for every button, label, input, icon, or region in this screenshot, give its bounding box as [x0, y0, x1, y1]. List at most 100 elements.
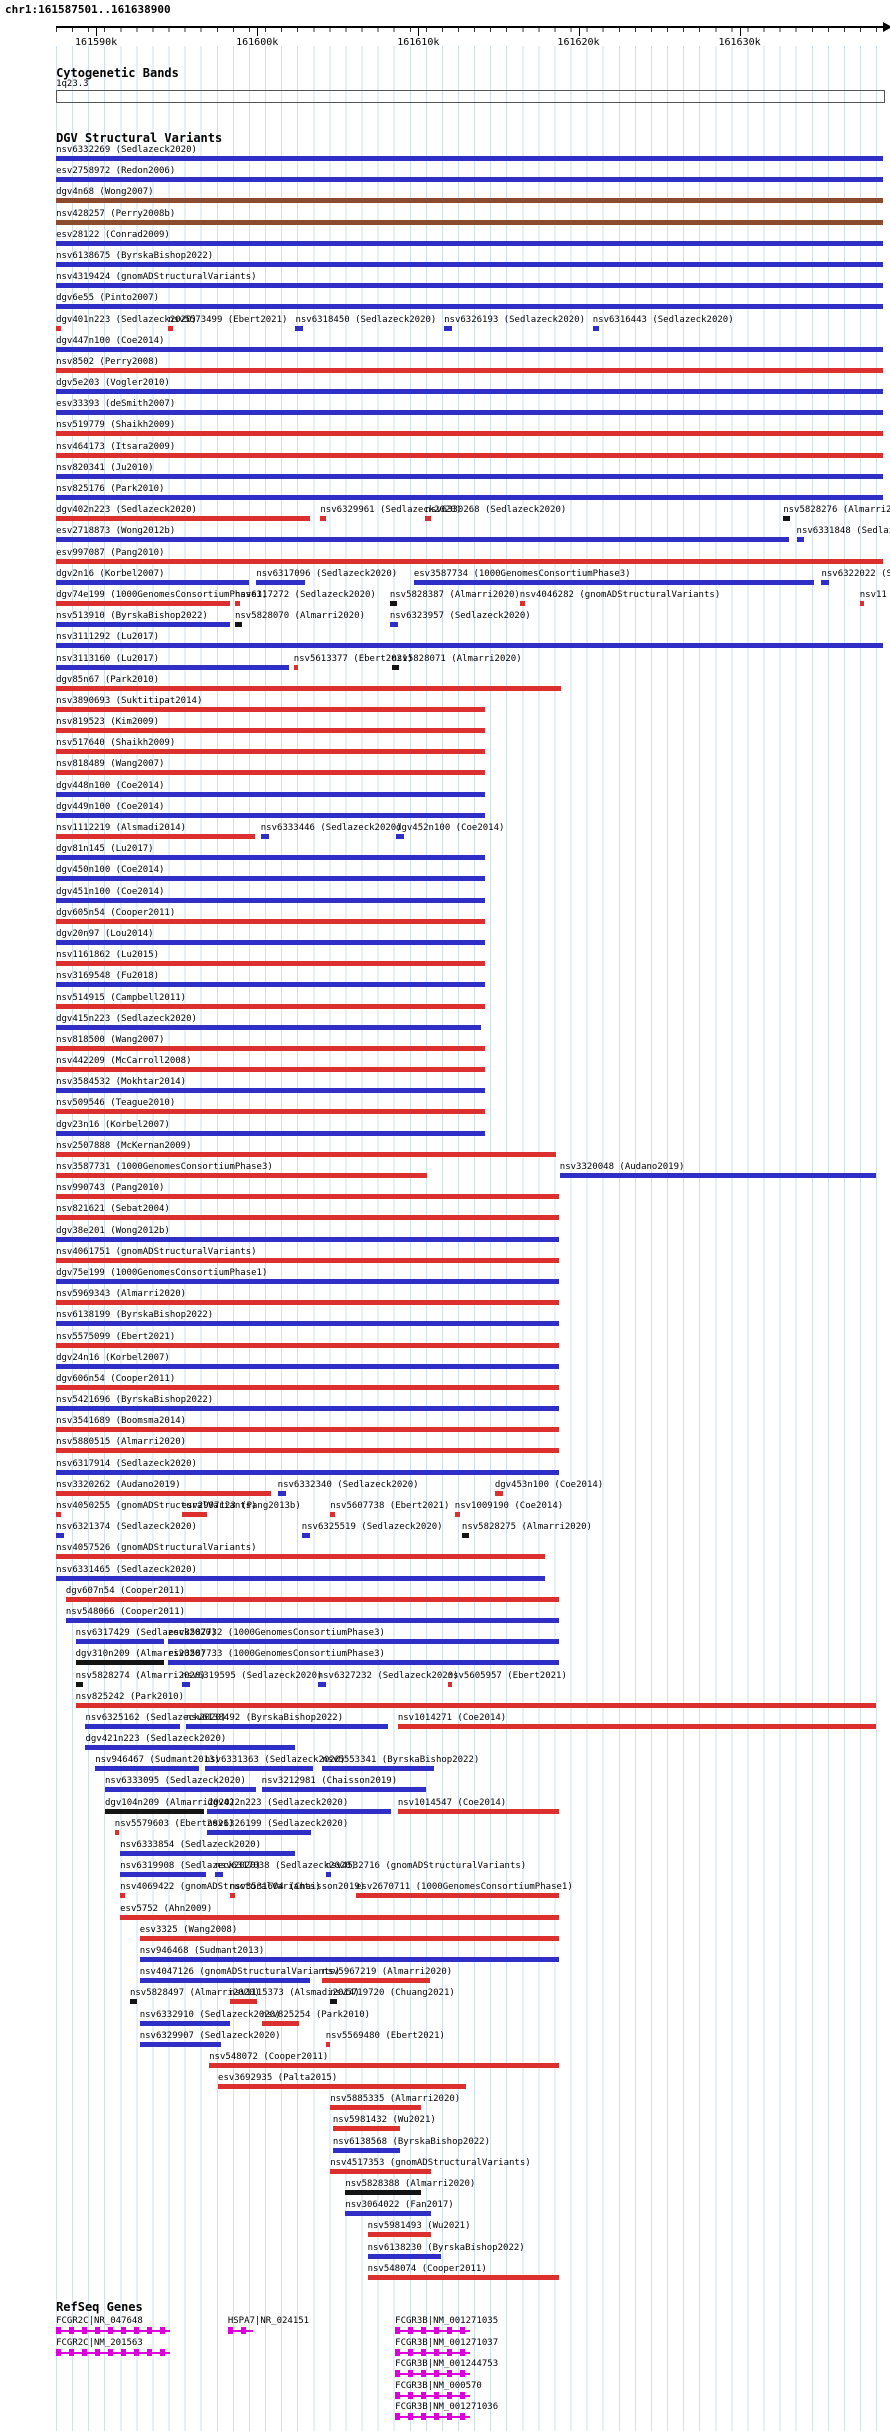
- variant-bar[interactable]: [332, 2126, 401, 2132]
- variant-bar[interactable]: [277, 1490, 286, 1496]
- variant-bar[interactable]: [56, 558, 883, 564]
- variant-bar[interactable]: [105, 1787, 257, 1793]
- variant-bar[interactable]: [139, 1935, 559, 1941]
- variant-bar[interactable]: [330, 1512, 335, 1517]
- variant-bar[interactable]: [129, 1999, 138, 2005]
- variant-bar[interactable]: [56, 1342, 559, 1348]
- variant-bar[interactable]: [56, 1384, 559, 1390]
- variant-bar[interactable]: [65, 1596, 559, 1602]
- variant-bar[interactable]: [796, 537, 804, 543]
- variant-bar[interactable]: [444, 325, 453, 331]
- variant-bar[interactable]: [181, 1512, 208, 1517]
- variant-bar[interactable]: [56, 1278, 559, 1284]
- variant-bar[interactable]: [85, 1745, 295, 1751]
- variant-bar[interactable]: [261, 2020, 300, 2026]
- variant-bar[interactable]: [425, 516, 431, 522]
- variant-bar[interactable]: [256, 579, 306, 585]
- variant-bar[interactable]: [56, 961, 486, 967]
- variant-bar[interactable]: [56, 1173, 428, 1178]
- variant-bar[interactable]: [592, 325, 599, 331]
- variant-bar[interactable]: [56, 367, 883, 373]
- variant-bar[interactable]: [56, 1257, 559, 1263]
- variant-bar[interactable]: [56, 1130, 486, 1136]
- variant-bar[interactable]: [56, 1363, 559, 1369]
- variant-bar[interactable]: [389, 600, 397, 606]
- variant-bar[interactable]: [56, 600, 230, 606]
- variant-bar[interactable]: [56, 495, 883, 500]
- variant-bar[interactable]: [56, 685, 561, 691]
- variant-bar[interactable]: [56, 1045, 486, 1051]
- variant-bar[interactable]: [207, 1808, 391, 1814]
- variant-bar[interactable]: [56, 706, 486, 712]
- variant-bar[interactable]: [56, 516, 310, 522]
- variant-bar[interactable]: [56, 240, 883, 246]
- variant-bar[interactable]: [120, 1893, 126, 1899]
- gene-glyph[interactable]: [395, 2348, 470, 2356]
- variant-bar[interactable]: [234, 600, 241, 606]
- variant-bar[interactable]: [322, 1766, 435, 1772]
- cytoband-glyph[interactable]: [56, 90, 885, 103]
- variant-bar[interactable]: [75, 1681, 83, 1687]
- variant-bar[interactable]: [295, 325, 304, 331]
- variant-bar[interactable]: [56, 410, 883, 416]
- variant-bar[interactable]: [56, 897, 486, 903]
- variant-bar[interactable]: [56, 579, 250, 585]
- variant-bar[interactable]: [330, 1999, 338, 2005]
- variant-bar[interactable]: [229, 1893, 235, 1899]
- gene-glyph[interactable]: [395, 2370, 470, 2377]
- variant-bar[interactable]: [218, 2084, 467, 2090]
- variant-bar[interactable]: [207, 1829, 311, 1835]
- variant-bar[interactable]: [447, 1681, 453, 1687]
- variant-bar[interactable]: [56, 1575, 545, 1581]
- variant-bar[interactable]: [168, 325, 173, 331]
- variant-bar[interactable]: [519, 600, 526, 606]
- variant-bar[interactable]: [859, 600, 865, 606]
- gene-glyph[interactable]: [56, 2327, 170, 2334]
- variant-bar[interactable]: [56, 198, 883, 204]
- variant-bar[interactable]: [204, 1766, 314, 1772]
- variant-bar[interactable]: [139, 2041, 221, 2047]
- variant-bar[interactable]: [397, 1808, 559, 1814]
- variant-bar[interactable]: [56, 749, 486, 755]
- variant-bar[interactable]: [821, 579, 829, 585]
- variant-bar[interactable]: [56, 156, 883, 161]
- variant-bar[interactable]: [56, 1554, 545, 1560]
- variant-bar[interactable]: [56, 389, 883, 395]
- variant-bar[interactable]: [345, 2190, 421, 2195]
- variant-bar[interactable]: [139, 2020, 231, 2026]
- variant-bar[interactable]: [56, 1469, 559, 1475]
- variant-bar[interactable]: [56, 812, 486, 818]
- variant-bar[interactable]: [56, 982, 486, 988]
- variant-bar[interactable]: [56, 1427, 559, 1433]
- variant-bar[interactable]: [56, 1151, 557, 1157]
- variant-bar[interactable]: [494, 1490, 503, 1496]
- variant-bar[interactable]: [56, 622, 230, 628]
- variant-bar[interactable]: [168, 1639, 559, 1645]
- variant-bar[interactable]: [454, 1512, 461, 1517]
- variant-bar[interactable]: [332, 2147, 401, 2153]
- variant-bar[interactable]: [139, 1956, 559, 1962]
- variant-bar[interactable]: [261, 1787, 427, 1793]
- variant-bar[interactable]: [397, 1723, 876, 1729]
- variant-bar[interactable]: [65, 1617, 559, 1623]
- variant-bar[interactable]: [56, 431, 883, 437]
- variant-bar[interactable]: [114, 1829, 120, 1835]
- variant-bar[interactable]: [317, 1681, 326, 1687]
- variant-bar[interactable]: [75, 1639, 164, 1645]
- variant-bar[interactable]: [325, 1872, 332, 1878]
- gene-glyph[interactable]: [56, 2348, 170, 2356]
- variant-bar[interactable]: [234, 622, 243, 628]
- variant-bar[interactable]: [56, 770, 486, 776]
- variant-bar[interactable]: [56, 1236, 559, 1242]
- variant-bar[interactable]: [56, 834, 255, 839]
- variant-bar[interactable]: [56, 304, 883, 310]
- variant-bar[interactable]: [56, 452, 883, 458]
- variant-bar[interactable]: [389, 622, 398, 628]
- variant-bar[interactable]: [293, 664, 299, 670]
- variant-bar[interactable]: [56, 1088, 486, 1094]
- variant-bar[interactable]: [75, 1660, 164, 1666]
- variant-bar[interactable]: [56, 283, 883, 289]
- variant-bar[interactable]: [56, 473, 883, 479]
- variant-bar[interactable]: [413, 579, 815, 585]
- variant-bar[interactable]: [95, 1766, 200, 1772]
